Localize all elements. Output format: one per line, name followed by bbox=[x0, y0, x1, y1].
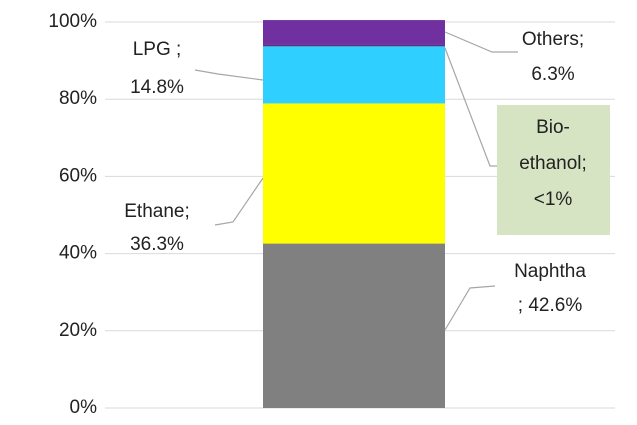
bar-stack bbox=[263, 20, 445, 408]
data-label: <1% bbox=[534, 189, 573, 210]
data-label-name: Ethane; bbox=[124, 201, 190, 222]
data-label: 36.3% bbox=[130, 234, 184, 255]
leader-line bbox=[214, 177, 264, 226]
bar-segment bbox=[263, 20, 445, 45]
data-label-name: Others; bbox=[522, 29, 584, 50]
data-label: 14.8% bbox=[130, 77, 184, 98]
data-label-name: Bio- bbox=[536, 117, 570, 138]
bar-segment bbox=[263, 243, 445, 408]
y-tick-label: 80% bbox=[59, 88, 97, 109]
y-tick-label: 100% bbox=[48, 11, 97, 32]
y-tick-label: 20% bbox=[59, 320, 97, 341]
bar-segment bbox=[263, 46, 445, 104]
data-labels: Naphtha ; 42.6% Ethane; 36.3% LPG ; 14.8% Bio-… bbox=[124, 29, 587, 316]
leader-line bbox=[444, 285, 496, 331]
leader-line bbox=[444, 31, 518, 53]
label-box bbox=[497, 105, 610, 235]
bar-segment bbox=[263, 103, 445, 244]
data-label: ; 42.6% bbox=[518, 295, 583, 316]
leader-line bbox=[194, 69, 264, 81]
y-tick-label: 60% bbox=[59, 165, 97, 186]
bar-segment bbox=[263, 44, 445, 47]
data-label-name: Naphtha bbox=[514, 261, 586, 282]
y-tick-label: 40% bbox=[59, 243, 97, 264]
data-label: 6.3% bbox=[531, 64, 574, 85]
data-label-name: ethanol; bbox=[519, 153, 587, 174]
y-tick-label: 0% bbox=[70, 397, 98, 418]
data-label-name: LPG ; bbox=[133, 39, 182, 60]
leader-line bbox=[444, 47, 497, 167]
